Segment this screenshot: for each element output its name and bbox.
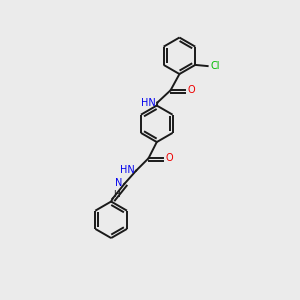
- Text: H: H: [113, 190, 119, 199]
- Text: N: N: [115, 178, 123, 188]
- Text: Cl: Cl: [211, 61, 220, 71]
- Text: HN: HN: [120, 165, 135, 175]
- Text: O: O: [165, 153, 172, 163]
- Text: O: O: [187, 85, 195, 95]
- Text: HN: HN: [141, 98, 156, 108]
